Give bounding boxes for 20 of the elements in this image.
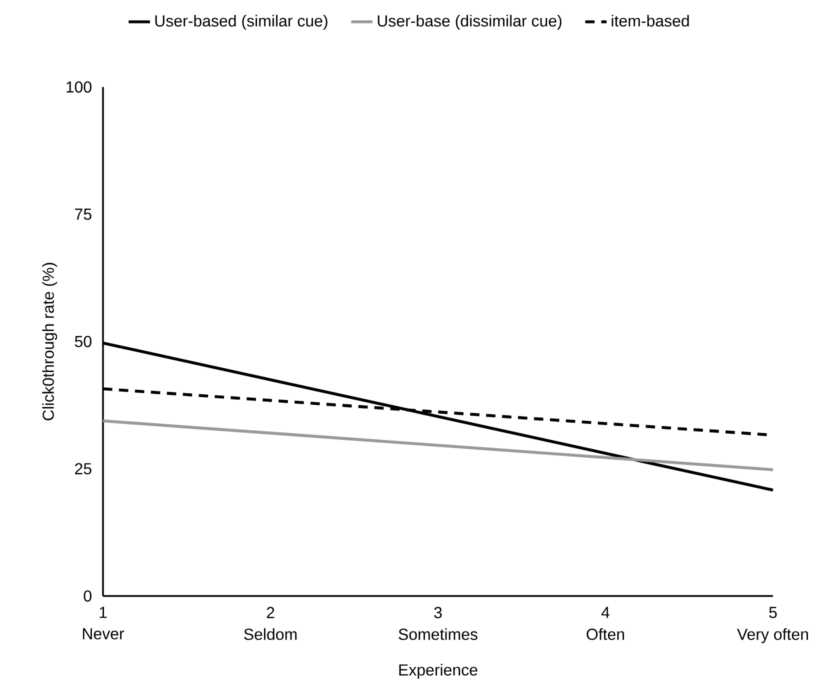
text: Sometimes (398, 628, 478, 640)
x-tick-label: 2 (266, 606, 274, 618)
y-tick-label: 25 (75, 463, 92, 474)
y-tick-label: 50 (74, 336, 92, 348)
y-tick-label: 100 (66, 81, 92, 93)
text: Very often (737, 628, 808, 644)
y-tick-label: 75 (75, 208, 92, 220)
legend-label: item-based (612, 14, 689, 27)
legend-label: User-base (dissimilar cue) (378, 14, 562, 30)
x-axis-title: Experience (399, 664, 478, 679)
x-tick-label: 1 (100, 606, 107, 618)
text: Often (586, 628, 624, 640)
text: Never (82, 628, 124, 640)
y-tick-label: 0 (84, 590, 92, 602)
x-tick-label: 4 (601, 606, 610, 618)
text: Seldom (244, 628, 297, 640)
y-axis-title: Click0through rate (%) (42, 262, 58, 420)
x-tick-label: 5 (769, 606, 777, 618)
x-tick-label: 3 (434, 606, 442, 618)
legend-label: User-based (similar cue) (155, 14, 328, 30)
